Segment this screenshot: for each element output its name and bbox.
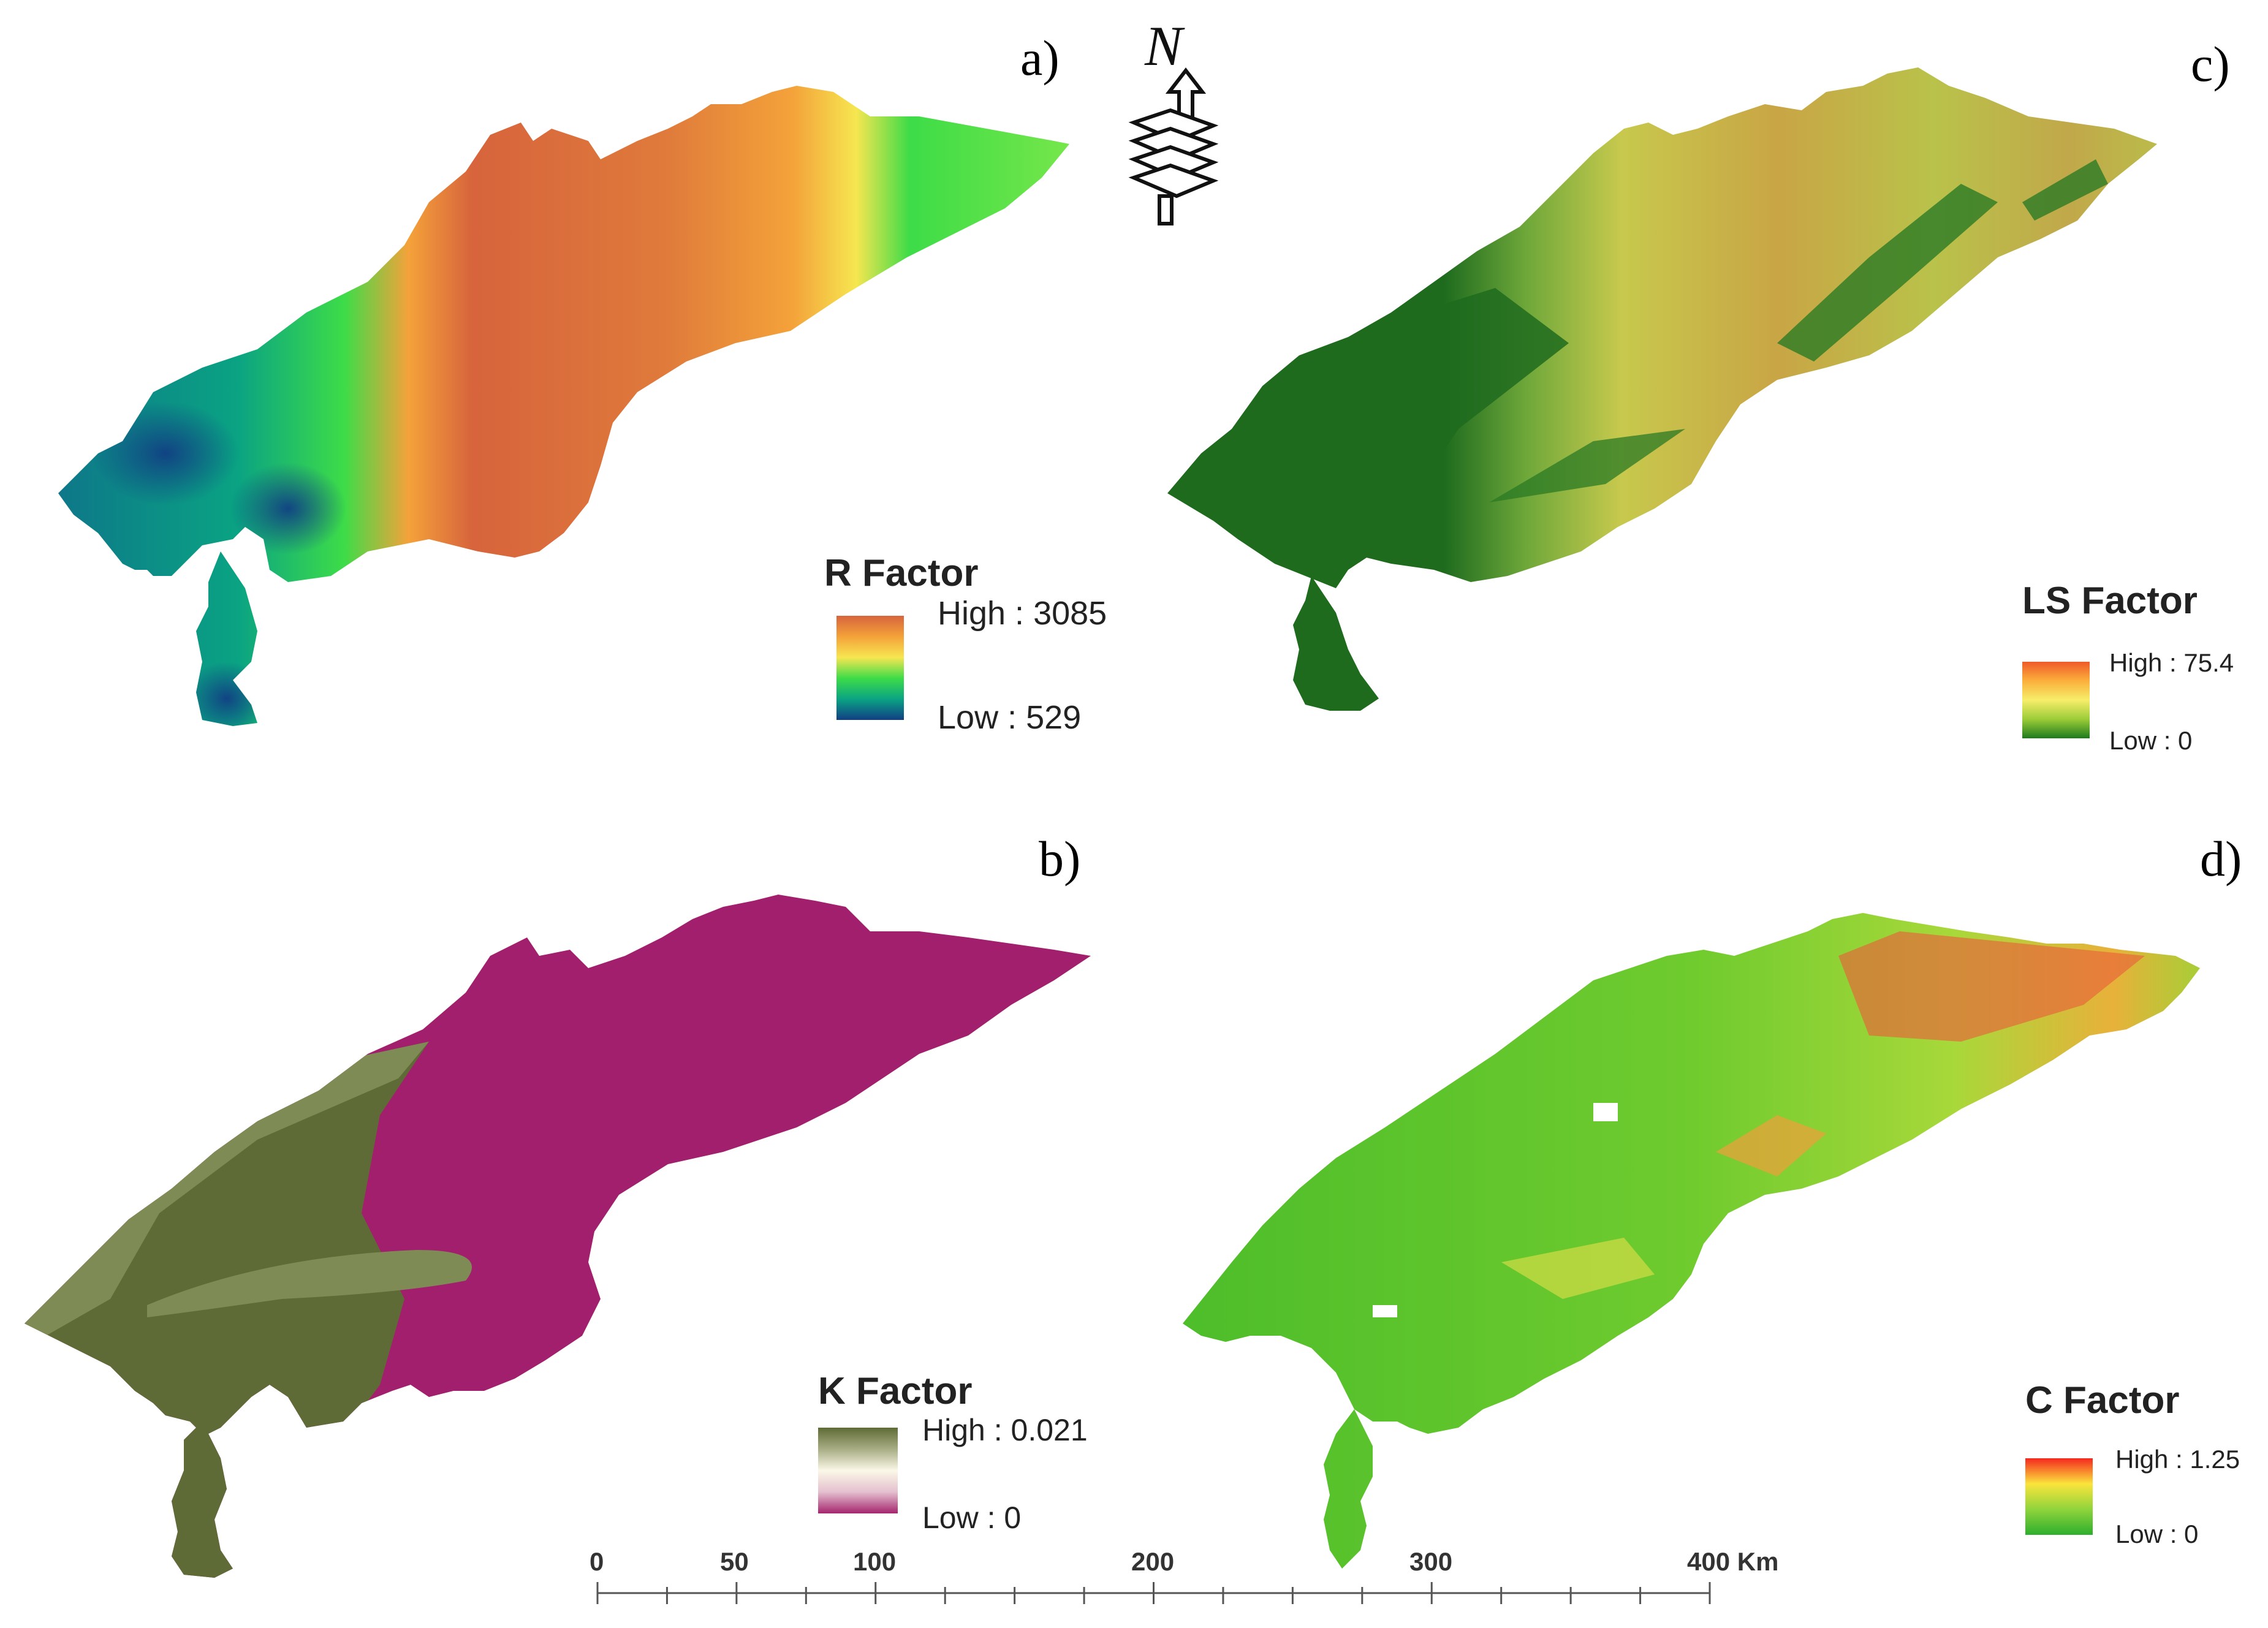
ls-legend-colorbar: [2022, 662, 2090, 738]
k-legend-colorbar: [818, 1428, 898, 1513]
c-legend-title: C Factor: [2025, 1379, 2180, 1422]
north-arrow-letter: N: [1145, 15, 1183, 77]
panel-label-a: a): [1020, 30, 1060, 86]
k-factor-map: [25, 895, 1091, 1578]
k-legend-high: High : 0.021: [922, 1413, 1088, 1447]
r-factor-map: [58, 86, 1069, 726]
panel-label-c: c): [2191, 36, 2230, 92]
c-legend-low: Low : 0: [2115, 1520, 2199, 1548]
panel-label-b: b): [1039, 831, 1081, 887]
north-arrow-icon: [1128, 67, 1219, 225]
scale-label-0: 0: [590, 1547, 604, 1576]
ls-legend-low: Low : 0: [2109, 726, 2193, 755]
scale-label-400: 400 Km: [1687, 1547, 1779, 1576]
scale-label-100: 100: [853, 1547, 897, 1576]
ls-factor-map: [1167, 67, 2157, 711]
r-legend-title: R Factor: [824, 552, 979, 594]
r-legend-high: High : 3085: [938, 595, 1107, 632]
c-legend-colorbar: [2025, 1458, 2093, 1535]
r-legend-low: Low : 529: [938, 699, 1082, 736]
ls-legend-title: LS Factor: [2022, 580, 2198, 622]
panel-label-d: d): [2200, 831, 2242, 887]
r-legend-colorbar: [836, 616, 904, 720]
c-legend-high: High : 1.25: [2115, 1445, 2240, 1474]
scale-label-200: 200: [1131, 1547, 1175, 1576]
scale-label-50: 50: [720, 1547, 749, 1576]
ls-legend-high: High : 75.4: [2109, 648, 2234, 677]
scale-bar: [596, 1582, 1711, 1604]
k-legend-title: K Factor: [818, 1370, 973, 1412]
k-legend-low: Low : 0: [922, 1501, 1022, 1535]
scale-label-300: 300: [1409, 1547, 1453, 1576]
